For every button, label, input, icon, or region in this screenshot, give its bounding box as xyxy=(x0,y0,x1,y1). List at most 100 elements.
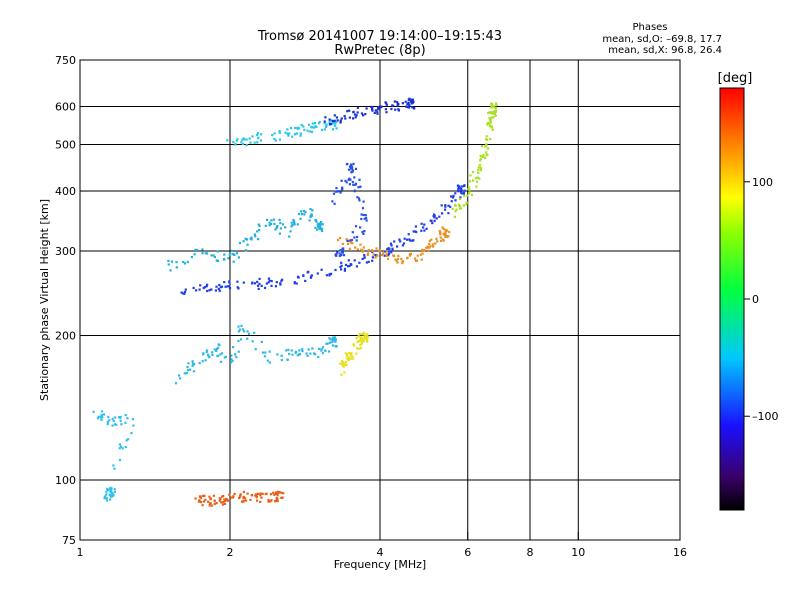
echo-point xyxy=(303,128,306,131)
echo-point xyxy=(353,259,356,262)
echo-point xyxy=(206,283,209,286)
echo-point xyxy=(226,285,229,288)
echo-point xyxy=(334,124,337,127)
echo-point xyxy=(459,191,463,194)
echo-point xyxy=(288,353,291,356)
echo-point xyxy=(393,254,396,258)
echo-point xyxy=(439,230,442,234)
echo-point xyxy=(387,250,391,253)
echo-point xyxy=(279,282,282,285)
echo-point xyxy=(232,346,235,349)
echo-point xyxy=(334,268,337,272)
echo-point xyxy=(315,220,318,223)
echo-point xyxy=(288,235,291,238)
echo-point xyxy=(351,231,354,234)
echo-point xyxy=(360,112,364,115)
echo-point xyxy=(384,108,387,111)
echo-point xyxy=(338,236,342,240)
echo-point xyxy=(349,354,352,357)
echo-point xyxy=(273,132,276,135)
echo-point xyxy=(106,422,109,426)
colorbar-label: [deg] xyxy=(718,71,753,86)
echo-point xyxy=(276,498,279,501)
echo-point xyxy=(489,138,492,141)
echo-point xyxy=(206,289,209,293)
echo-point xyxy=(314,219,317,222)
echo-point xyxy=(216,250,219,253)
echo-point xyxy=(385,103,388,106)
echo-point xyxy=(230,496,233,499)
echo-point xyxy=(250,494,253,497)
echo-point xyxy=(472,179,475,182)
echo-point xyxy=(303,213,306,216)
echo-point xyxy=(367,260,370,263)
echo-point xyxy=(432,215,435,218)
echo-point xyxy=(221,503,224,506)
echo-point xyxy=(264,492,267,496)
echo-point xyxy=(347,168,351,171)
echo-point xyxy=(298,353,302,356)
echo-point xyxy=(299,134,302,137)
echo-point xyxy=(356,196,359,199)
echo-point xyxy=(248,137,251,140)
echo-point xyxy=(486,147,490,150)
echo-point xyxy=(425,227,428,230)
echo-point xyxy=(259,492,262,495)
echo-point xyxy=(265,218,269,221)
echo-point xyxy=(286,128,289,131)
echo-point xyxy=(275,499,278,502)
echo-point xyxy=(289,230,292,233)
echo-point xyxy=(461,185,464,188)
echo-point xyxy=(315,125,318,128)
echo-point xyxy=(243,138,246,141)
echo-point xyxy=(328,273,331,276)
echo-point xyxy=(396,261,399,264)
echo-point xyxy=(328,341,331,344)
echo-point xyxy=(318,227,321,230)
echo-point xyxy=(481,155,484,158)
echo-point xyxy=(291,135,294,138)
echo-point xyxy=(365,219,368,222)
echo-point xyxy=(334,254,337,257)
echo-point xyxy=(306,354,309,357)
echo-point xyxy=(295,132,299,135)
echo-point xyxy=(376,254,379,257)
echo-point xyxy=(339,191,342,194)
echo-point xyxy=(480,168,483,171)
echo-point xyxy=(320,128,324,131)
echo-point xyxy=(267,281,270,284)
echo-point xyxy=(420,258,423,261)
y-tick-label: 400 xyxy=(55,185,76,198)
echo-point xyxy=(207,500,210,503)
echo-point xyxy=(364,113,367,116)
echo-point xyxy=(261,351,265,354)
echo-point xyxy=(316,272,319,275)
echo-point xyxy=(362,213,365,217)
echo-point xyxy=(246,337,249,340)
echo-point xyxy=(326,342,329,345)
echo-point xyxy=(356,248,359,251)
colorbar-tick-label: 100 xyxy=(752,176,773,189)
echo-point xyxy=(488,111,491,114)
echo-point xyxy=(238,496,241,500)
echo-point xyxy=(228,287,232,290)
echo-point xyxy=(175,261,178,264)
echo-point xyxy=(196,248,199,251)
echo-point xyxy=(423,223,426,226)
echo-point xyxy=(358,178,361,181)
echo-point xyxy=(356,106,359,109)
echo-point xyxy=(349,239,352,242)
echo-point xyxy=(393,240,396,243)
echo-point xyxy=(268,350,271,353)
echo-point xyxy=(489,124,492,127)
echo-point xyxy=(358,333,361,336)
echo-point xyxy=(447,204,450,207)
echo-point xyxy=(286,358,289,361)
echo-point xyxy=(105,493,108,496)
echo-point xyxy=(333,339,336,342)
echo-point xyxy=(342,365,345,368)
echo-point xyxy=(260,133,263,136)
echo-point xyxy=(409,254,412,257)
echo-point xyxy=(239,495,242,498)
echo-point xyxy=(439,236,442,239)
